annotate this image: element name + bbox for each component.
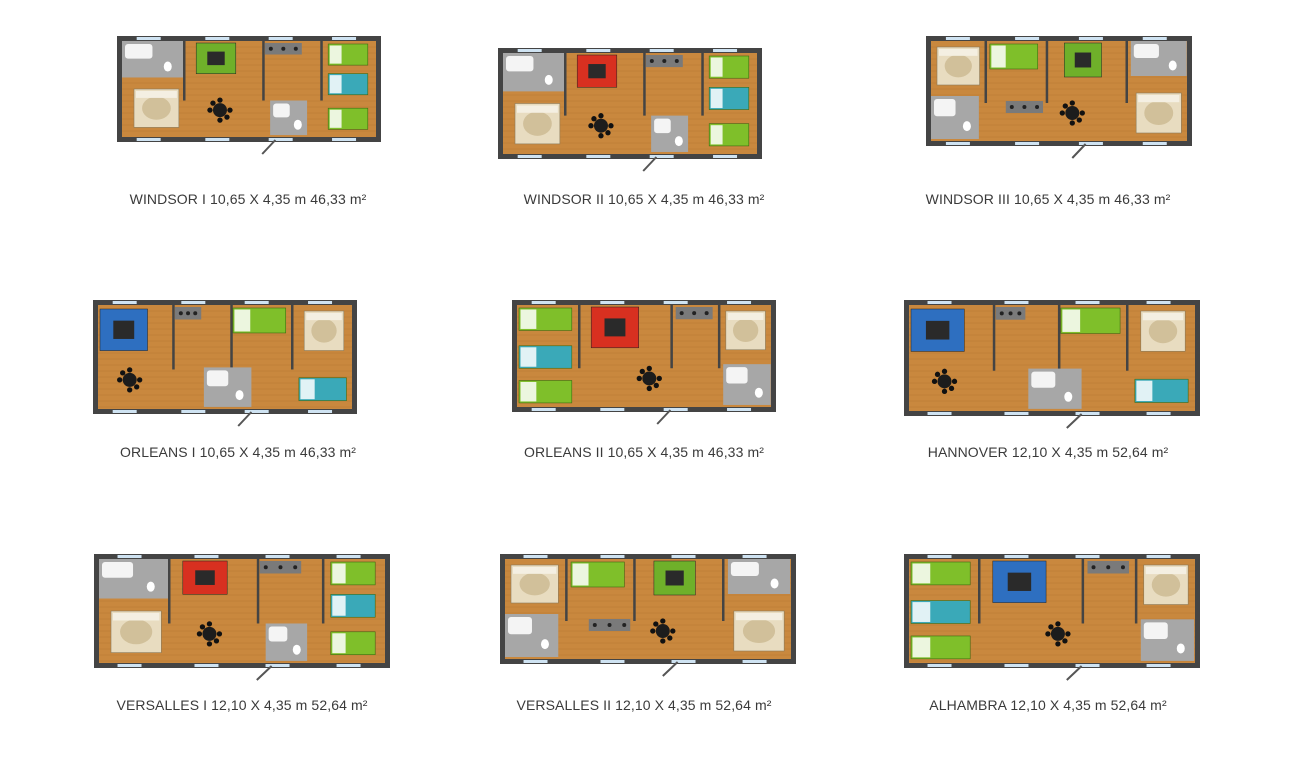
plan-caption: ALHAMBRA 12,10 X 4,35 m 52,64 m² <box>929 697 1167 713</box>
floor-plan-icon <box>93 300 357 427</box>
floor-plan-image[interactable] <box>117 36 381 156</box>
floor-plan-icon <box>498 48 762 172</box>
plan-card-hannover[interactable]: HANNOVER 12,10 X 4,35 m 52,64 m² <box>832 288 1264 528</box>
floor-plan-image[interactable] <box>926 36 1192 160</box>
floor-plan-image[interactable] <box>904 300 1200 430</box>
plan-card-versalles-ii[interactable]: VERSALLES II 12,10 X 4,35 m 52,64 m² <box>428 540 860 780</box>
floor-plan-icon <box>904 300 1200 429</box>
floor-plan-icon <box>500 554 796 677</box>
plan-card-alhambra[interactable]: ALHAMBRA 12,10 X 4,35 m 52,64 m² <box>832 540 1264 780</box>
floor-plan-image[interactable] <box>94 554 390 682</box>
plan-card-orleans-i[interactable]: ORLEANS I 10,65 X 4,35 m 46,33 m² <box>22 288 454 528</box>
plan-caption: ORLEANS I 10,65 X 4,35 m 46,33 m² <box>120 444 356 460</box>
floor-plan-image[interactable] <box>498 48 762 173</box>
floor-plan-icon <box>904 554 1200 681</box>
plan-card-versalles-i[interactable]: VERSALLES I 12,10 X 4,35 m 52,64 m² <box>26 540 458 780</box>
floor-plan-image[interactable] <box>512 300 776 426</box>
plan-caption: WINDSOR II 10,65 X 4,35 m 46,33 m² <box>523 191 765 207</box>
floor-plan-image[interactable] <box>500 554 796 678</box>
plan-caption: ORLEANS II 10,65 X 4,35 m 46,33 m² <box>524 444 764 460</box>
floor-plan-icon <box>94 554 390 681</box>
plan-card-orleans-ii[interactable]: ORLEANS II 10,65 X 4,35 m 46,33 m² <box>428 288 860 528</box>
plan-card-windsor-i[interactable]: WINDSOR I 10,65 X 4,35 m 46,33 m² <box>32 30 464 270</box>
floor-plan-icon <box>926 36 1192 159</box>
plan-caption: VERSALLES I 12,10 X 4,35 m 52,64 m² <box>116 697 368 713</box>
floor-plan-icon <box>512 300 776 425</box>
plan-caption: WINDSOR III 10,65 X 4,35 m 46,33 m² <box>925 191 1171 207</box>
plan-caption: WINDSOR I 10,65 X 4,35 m 46,33 m² <box>129 191 367 207</box>
floor-plan-image[interactable] <box>904 554 1200 682</box>
floor-plan-icon <box>117 36 381 155</box>
plan-card-windsor-ii[interactable]: WINDSOR II 10,65 X 4,35 m 46,33 m² <box>428 30 860 270</box>
plan-caption: HANNOVER 12,10 X 4,35 m 52,64 m² <box>927 444 1169 460</box>
plan-caption: VERSALLES II 12,10 X 4,35 m 52,64 m² <box>516 697 772 713</box>
plan-card-windsor-iii[interactable]: WINDSOR III 10,65 X 4,35 m 46,33 m² <box>832 30 1264 270</box>
floor-plan-image[interactable] <box>93 300 357 428</box>
